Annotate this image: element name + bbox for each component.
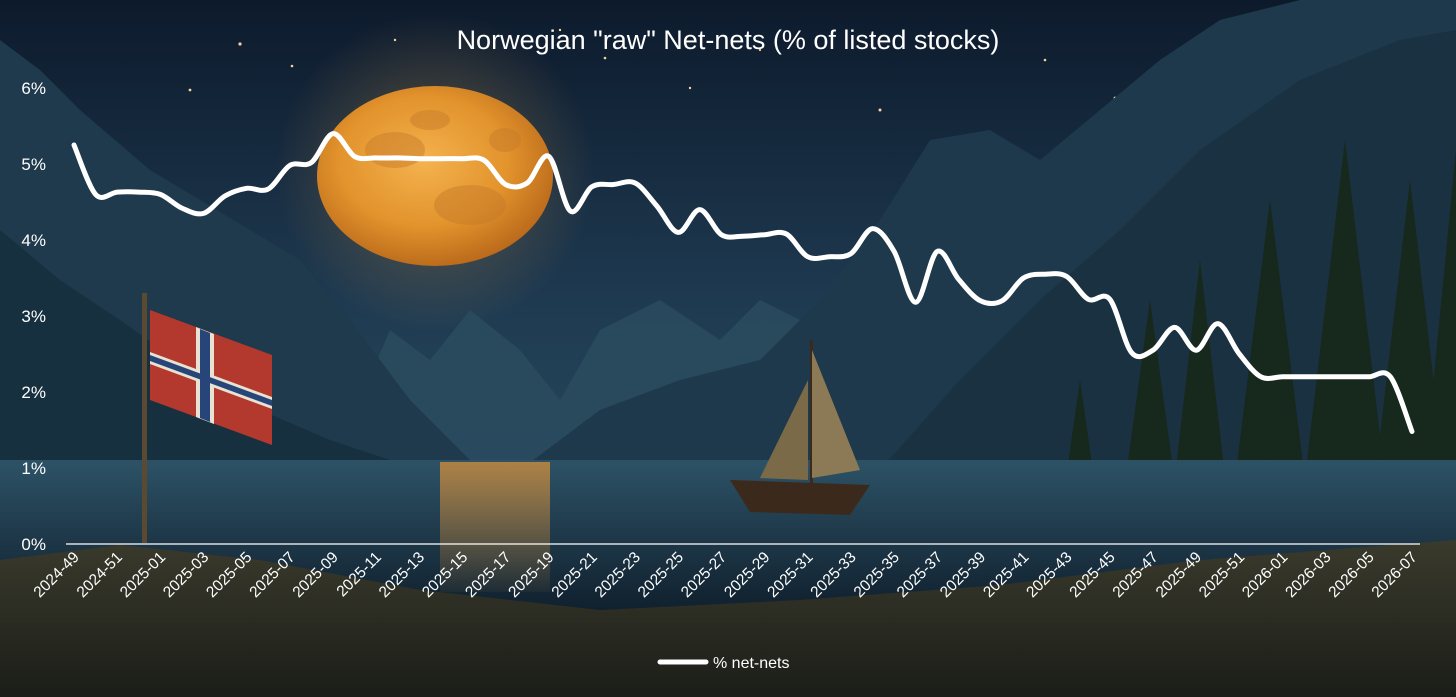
y-tick-label: 6% xyxy=(21,79,46,98)
series-line-net-nets xyxy=(71,131,1415,434)
y-tick-label: 3% xyxy=(21,307,46,326)
moon xyxy=(317,86,553,266)
legend-label: % net-nets xyxy=(713,655,789,672)
y-tick-label: 2% xyxy=(21,383,46,402)
series-layer xyxy=(71,131,1415,434)
sailboat xyxy=(730,340,870,515)
y-tick-label: 0% xyxy=(21,535,46,554)
norwegian-flag xyxy=(150,310,272,445)
y-axis-ticks: 0% 1% 2% 3% 4% 5% 6% xyxy=(21,79,46,554)
legend: % net-nets xyxy=(657,655,789,672)
y-tick-label: 1% xyxy=(21,459,46,478)
y-tick-label: 5% xyxy=(21,155,46,174)
y-tick-label: 4% xyxy=(21,231,46,250)
chart-title: Norwegian "raw" Net-nets (% of listed st… xyxy=(457,25,1000,55)
